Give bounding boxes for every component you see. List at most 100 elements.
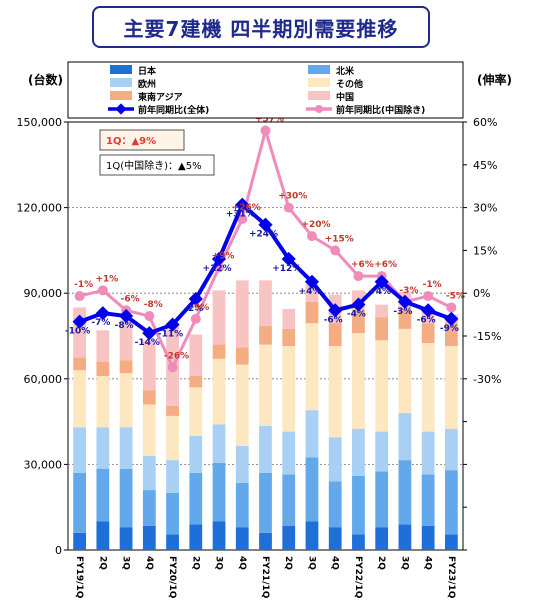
legend-label: 欧州 (138, 78, 156, 90)
bar-segment (119, 527, 133, 550)
y-right-tick-label: -30% (473, 373, 501, 386)
x-tick-label: 4Q (237, 556, 247, 570)
bar-segment (398, 413, 412, 461)
bar-segment (73, 472, 87, 533)
bar-segment (282, 431, 296, 475)
bar-segment (328, 323, 342, 346)
data-label-ex-china: +6% (374, 260, 397, 270)
x-tick-label: 3Q (121, 556, 131, 570)
bar-segment (96, 521, 110, 550)
bar-segment (259, 472, 272, 533)
bar-segment (375, 431, 389, 472)
data-label-ex-china: -1% (74, 280, 93, 290)
bar-segment (96, 427, 110, 469)
bar-segment (142, 525, 156, 550)
bar-segment (352, 475, 365, 535)
y-right-tick-label: 30% (473, 202, 497, 215)
x-tick-label: 2Q (376, 556, 386, 570)
line-point-ex-china (353, 271, 364, 282)
line-point-ex-china (330, 245, 341, 256)
y-right-tick-label: 60% (473, 116, 497, 129)
data-label-total: +31% (226, 210, 255, 220)
data-label-ex-china: -9% (190, 303, 209, 313)
legend-label: 中国 (336, 91, 354, 103)
bar-segment (166, 460, 179, 493)
bar-segment (328, 527, 342, 550)
line-point-ex-china (283, 202, 294, 213)
x-tick-label: 3Q (214, 556, 224, 570)
bar-segment (73, 357, 87, 371)
bar-segment (142, 404, 156, 456)
line-point-total (165, 317, 180, 332)
x-tick-label: 4Q (144, 556, 154, 570)
bar-segment (119, 427, 133, 469)
bar-segment (212, 521, 226, 550)
data-label-total: -8% (115, 321, 134, 331)
bar-segment (444, 428, 458, 471)
data-label-total: +12% (272, 264, 301, 274)
bar-segment (398, 460, 412, 525)
bar-segment (235, 527, 249, 550)
bar-segment (444, 534, 458, 550)
line-point-ex-china (260, 125, 271, 136)
annotation-box-q1-ex-china (99, 154, 215, 176)
bar-segment (352, 428, 365, 476)
bar-segment (305, 410, 319, 458)
bar-segment (142, 455, 156, 491)
bar-segment (235, 347, 249, 365)
y-right-tick-label: 0% (473, 287, 490, 300)
line-point-total (211, 251, 227, 267)
data-label-total: +4% (368, 287, 391, 297)
bar-segment (142, 490, 156, 526)
y-right-tick-label: 45% (473, 159, 497, 172)
data-label-ex-china: +57% (255, 115, 284, 125)
data-label-ex-china: +9% (212, 252, 235, 262)
bar-segment (166, 415, 179, 461)
data-label-total: -2% (184, 304, 203, 314)
bar-segment (375, 304, 389, 318)
bar-segment (421, 343, 435, 432)
line-point-total (444, 311, 459, 326)
bar-segment (328, 481, 342, 528)
line-point-ex-china (306, 231, 317, 242)
bar-segment (189, 387, 203, 436)
bar-segment (305, 284, 319, 302)
legend-swatch (308, 78, 330, 87)
bar-segment (259, 425, 272, 473)
bar-segment (142, 390, 156, 405)
data-label-ex-china: +15% (325, 234, 354, 244)
bar-segment (235, 445, 249, 483)
bar-segment (444, 470, 458, 535)
bar-segment (166, 534, 179, 550)
legend-label: 東南アジア (138, 91, 183, 103)
line-point-total (95, 306, 110, 321)
bar-segment (305, 457, 319, 522)
data-label-ex-china: -5% (446, 291, 465, 301)
y-left-tick-label: 60,000 (24, 373, 63, 386)
legend-label: 前年同期比(中国除き) (336, 104, 425, 116)
data-label-total: -6% (417, 315, 436, 325)
x-tick-label: FY19/1Q (74, 556, 84, 599)
bar-segment (166, 492, 179, 535)
legend-swatch (308, 91, 330, 100)
x-tick-label: 4Q (330, 556, 340, 570)
bar-segment (398, 308, 412, 329)
line-point-total (258, 217, 273, 232)
legend-swatch (308, 65, 330, 74)
bar-segment (444, 323, 458, 346)
line-point-total (304, 274, 320, 289)
bar-segment (73, 427, 87, 473)
bar-segment (352, 310, 365, 334)
legend-label: その他 (336, 78, 363, 90)
bar-segment (328, 345, 342, 438)
bar-segment (166, 405, 179, 416)
line-point-total (328, 303, 343, 318)
bar-segment (259, 280, 272, 327)
data-label-total: +24% (249, 230, 278, 240)
x-tick-label: 2Q (283, 556, 293, 570)
bar-segment (212, 344, 226, 359)
y-left-tick-label: 150,000 (17, 116, 63, 129)
bar-segment (352, 333, 365, 429)
data-label-ex-china: -6% (121, 294, 140, 304)
chart-title: 主要7建機 四半期別需要推移 (123, 16, 399, 41)
